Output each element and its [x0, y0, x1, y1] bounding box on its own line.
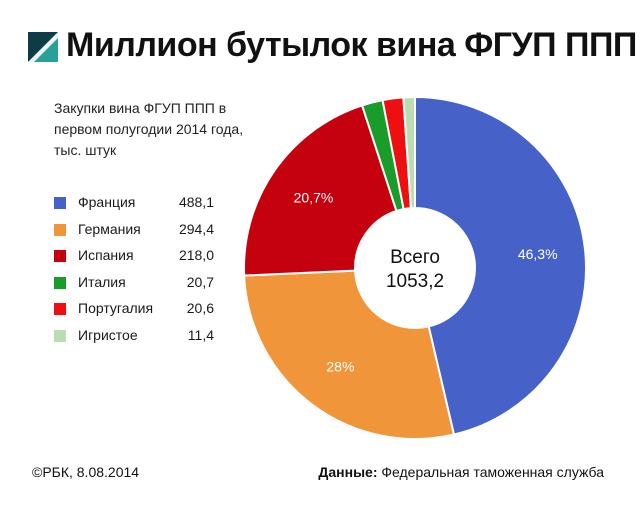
pie-slice [402, 95, 416, 210]
legend-label: Германия [78, 220, 141, 237]
slices-group [243, 95, 587, 440]
data-labels-group: 46,3% 28% 20,7% [294, 190, 558, 375]
legend-value: 488,1 [178, 194, 214, 210]
pie-slice [243, 269, 456, 440]
legend-swatch [54, 329, 66, 342]
rbc-logo-icon [28, 32, 58, 62]
legend-value: 20,6 [186, 300, 214, 317]
legend-value: 218,0 [178, 247, 214, 264]
legend-item: Германия 294,4 [54, 220, 214, 247]
donut-center-total: Всего 1053,2 [355, 246, 475, 294]
slice-data-label: 28% [326, 358, 354, 374]
chart-subtitle: Закупки вина ФГУП ППП в первом полугодии… [54, 100, 244, 158]
source-text: Данные: Федеральная таможенная служба [318, 464, 604, 480]
legend-swatch [54, 303, 66, 316]
slice-data-label: 20,7% [294, 190, 334, 206]
legend-value: 20,7 [186, 273, 214, 290]
slice-data-label: 46,3% [518, 246, 558, 262]
legend-label: Португалия [78, 300, 154, 317]
legend-item: Португалия 20,6 [54, 299, 214, 326]
legend-label: Франция [78, 194, 136, 210]
center-label: Всего [390, 247, 440, 268]
legend-label: Италия [78, 273, 126, 290]
legend-swatch [54, 250, 66, 263]
legend-item: Франция 488,1 [54, 193, 214, 220]
center-total-value: 1053,2 [385, 271, 445, 292]
page-title: Миллион бутылок вина ФГУП ППП [66, 26, 637, 64]
pie-slice [414, 95, 587, 436]
legend-item: Италия 20,7 [54, 273, 214, 300]
legend-label: Игристое [78, 326, 138, 343]
legend-swatch [54, 276, 66, 289]
legend-value: 11,4 [187, 326, 214, 343]
legend-swatch [54, 197, 66, 209]
legend-label: Испания [78, 247, 134, 264]
legend-item: Игристое 11,4 [54, 326, 214, 353]
legend-swatch [54, 223, 66, 236]
legend-item: Испания 218,0 [54, 246, 214, 273]
pie-slice [243, 104, 398, 277]
legend: Франция 488,1 Германия 294,4 Испания 218,0 Ита… [54, 193, 214, 353]
legend-value: 294,4 [178, 220, 214, 237]
credit-text: ©РБК, 8.08.2014 [32, 464, 140, 480]
source-label: Данные: [318, 464, 378, 480]
source-value: Федеральная таможенная служба [381, 464, 604, 480]
